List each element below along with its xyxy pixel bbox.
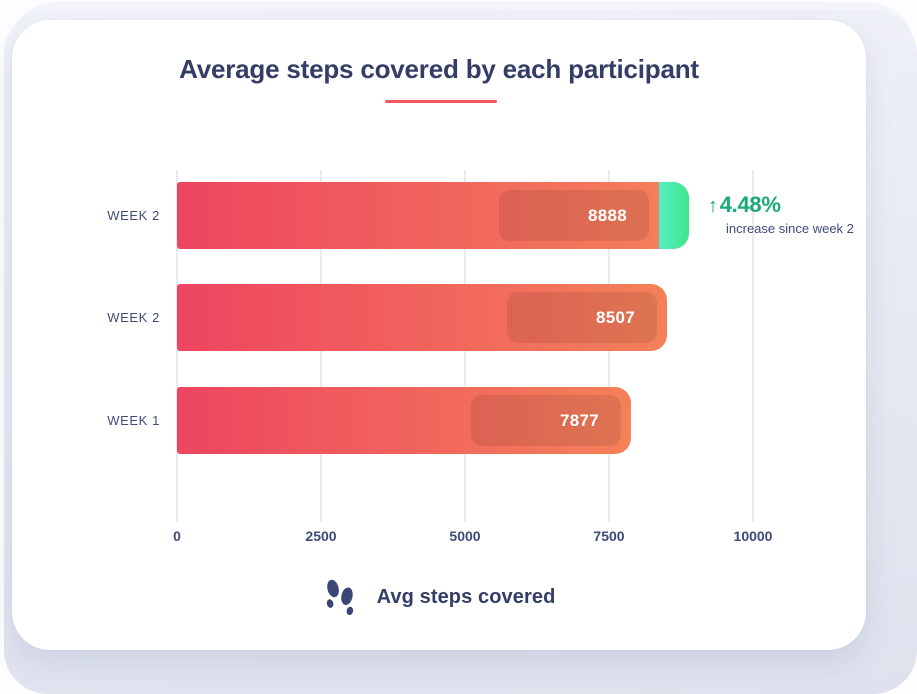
increase-percent: ↑4.48% — [708, 192, 854, 218]
bar-value: 7877 — [559, 410, 599, 430]
bar-week1: 7877 — [177, 387, 631, 454]
bar-value: 8507 — [595, 307, 635, 327]
x-tick-label: 7500 — [593, 528, 625, 544]
bar-week2-top: 8888 — [177, 182, 689, 249]
x-tick-label: 5000 — [449, 528, 481, 544]
bar-value: 8888 — [587, 205, 627, 225]
chart-title: Average steps covered by each participan… — [179, 54, 699, 84]
bar-week2-mid: 8507 — [177, 284, 667, 351]
chart-card: Average steps covered by each participan… — [12, 20, 866, 650]
x-axis: 0 2500 5000 7500 10000 — [12, 528, 866, 548]
x-tick-label: 0 — [173, 528, 181, 544]
x-tick-label: 2500 — [305, 528, 337, 544]
bar-label: WEEK 2 — [107, 208, 160, 223]
x-tick-label: 10000 — [733, 528, 773, 544]
bar-row-week2-top: WEEK 2 8888 — [12, 182, 866, 249]
bar-label: WEEK 2 — [107, 310, 160, 325]
arrow-up-icon: ↑ — [708, 195, 718, 217]
bar-value-pill: 8888 — [499, 190, 649, 241]
increase-percent-value: 4.48% — [719, 192, 781, 217]
bar-row-week2-mid: WEEK 2 8507 — [12, 284, 866, 351]
bar-value-pill: 7877 — [471, 395, 621, 446]
bar-row-week1: WEEK 1 7877 — [12, 387, 866, 454]
increase-caption: increase since week 2 — [726, 221, 854, 236]
gridline-10000 — [752, 170, 754, 522]
bar-label: WEEK 1 — [107, 413, 160, 428]
increase-cap — [659, 182, 689, 249]
footsteps-icon — [326, 579, 353, 616]
bar-value-pill: 8507 — [507, 292, 657, 343]
title-underline — [385, 100, 497, 103]
increase-annotation: ↑4.48% increase since week 2 — [708, 192, 854, 236]
footer-legend: Avg steps covered — [12, 574, 866, 620]
legend-label: Avg steps covered — [376, 585, 556, 608]
